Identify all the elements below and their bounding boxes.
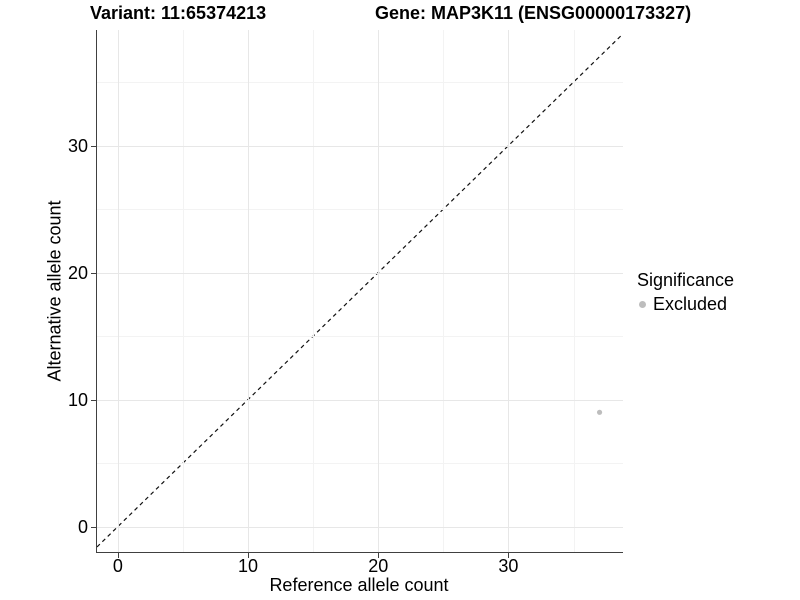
y-tick-label: 30 [67,135,88,156]
gridline-minor-y [97,82,623,84]
gridline-major-x [378,30,380,552]
plot-panel [96,30,623,553]
y-tick-label: 0 [77,516,88,537]
gridline-minor-x [182,30,184,552]
legend-item: Excluded [637,294,734,315]
gridline-major-y [97,399,623,401]
y-tick-mark [91,272,96,274]
plot-title-variant: Variant: 11:65374213 [90,3,267,23]
legend-point-icon [639,301,646,308]
plot-canvas [97,33,623,548]
x-tick-mark [117,553,119,558]
gridline-major-x [508,30,510,552]
plot-title-gene: Gene: MAP3K11 (ENSG00000173327) [375,3,692,23]
gridline-minor-y [97,209,623,211]
x-tick-mark [378,553,380,558]
x-tick-label: 0 [112,556,123,576]
gridline-minor-x [573,30,575,552]
x-tick-label: 10 [238,556,259,576]
x-tick-mark [508,553,510,558]
gridline-major-y [97,145,623,147]
x-tick-mark [248,553,250,558]
x-axis-label: Reference allele count [269,575,449,595]
legend: Significance Excluded [637,270,734,315]
data-point [596,409,603,415]
y-tick-mark [91,399,96,401]
gridline-major-y [97,272,623,274]
x-tick-label: 30 [498,556,519,576]
gridline-minor-x [443,30,445,552]
x-tick-label: 20 [368,556,389,576]
identity-line [97,33,623,548]
y-tick-label: 20 [67,262,88,283]
gridline-minor-y [97,336,623,338]
y-axis-label: Alternative allele count [44,200,65,382]
gridline-major-y [97,526,623,528]
gridline-minor-x [313,30,315,552]
gridline-major-x [117,30,119,552]
legend-items: Excluded [637,294,734,315]
y-tick-mark [91,526,96,528]
legend-item-label: Excluded [653,294,728,314]
gridline-minor-y [97,463,623,465]
legend-title: Significance [637,270,735,290]
gridline-major-x [248,30,250,552]
y-tick-label: 10 [67,389,88,410]
y-tick-mark [91,145,96,147]
